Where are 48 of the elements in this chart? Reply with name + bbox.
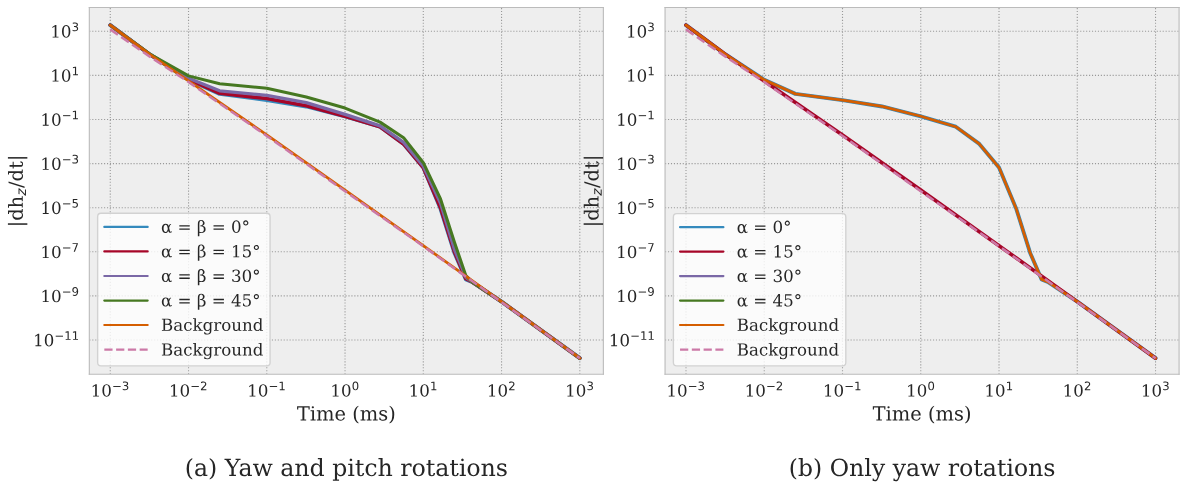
y-tick-label: 10$^{−11}$ bbox=[610, 331, 654, 347]
y-tick-label: 10$^{−9}$ bbox=[618, 287, 654, 303]
x-tick-label: 10$^{2}$ bbox=[488, 381, 515, 397]
x-tick-label: 10$^{2}$ bbox=[1064, 381, 1091, 397]
legend-label: α = β = 45° bbox=[161, 293, 259, 310]
y-tick-label: 10$^{−1}$ bbox=[618, 110, 654, 126]
x-axis-title: Time (ms) bbox=[297, 405, 395, 424]
x-tick-label: 10$^{−2}$ bbox=[746, 381, 783, 397]
y-tick-label: 10$^{−5}$ bbox=[42, 199, 78, 215]
x-tick-label: 10$^{1}$ bbox=[410, 381, 437, 397]
x-tick-label: 10$^{3}$ bbox=[1142, 381, 1169, 397]
y-tick-label: 10$^{−3}$ bbox=[42, 154, 79, 171]
x-tick-label: 10$^{0}$ bbox=[908, 381, 935, 397]
y-axis-title: |dh$_{z}$/dt| bbox=[583, 157, 604, 225]
text: (a) Yaw and pitch rotations bbox=[186, 458, 507, 481]
legend-label: α = 30° bbox=[737, 269, 801, 283]
x-tick-label: 10$^{−3}$ bbox=[668, 381, 705, 397]
legend-label: Background bbox=[161, 342, 263, 360]
legend-label: α = 45° bbox=[737, 294, 801, 307]
y-axis-title: |dh$_{z}$/dt| bbox=[7, 157, 28, 225]
y-tick-label: 10$^{3}$ bbox=[52, 22, 79, 38]
x-tick-label: 10$^{−1}$ bbox=[249, 381, 285, 397]
x-tick-label: 10$^{0}$ bbox=[332, 381, 359, 397]
legend-label: α = β = 0° bbox=[161, 219, 249, 237]
legend-label: Background bbox=[737, 342, 839, 360]
legend-label: Background bbox=[737, 318, 839, 335]
y-tick-label: 10$^{−9}$ bbox=[42, 287, 79, 303]
y-tick-label: 10$^{−3}$ bbox=[618, 154, 654, 171]
x-tick-label: 10$^{−3}$ bbox=[92, 381, 129, 397]
y-tick-label: 10$^{−7}$ bbox=[618, 243, 654, 259]
legend-label: α = β = 30° bbox=[161, 269, 259, 286]
x-tick-label: 10$^{1}$ bbox=[986, 381, 1013, 397]
text: (b) Only yaw rotations bbox=[790, 458, 1055, 482]
y-tick-label: 10$^{1}$ bbox=[52, 66, 78, 82]
y-tick-label: 10$^{−7}$ bbox=[42, 243, 78, 259]
x-axis-title: Time (ms) bbox=[872, 405, 970, 424]
legend-label: α = 0° bbox=[737, 220, 790, 234]
y-tick-label: 10$^{3}$ bbox=[628, 22, 654, 38]
legend-label: Background bbox=[161, 318, 263, 335]
legend-label: α = 15° bbox=[737, 245, 801, 258]
y-tick-label: 10$^{−5}$ bbox=[618, 199, 654, 215]
x-tick-label: 10$^{−1}$ bbox=[824, 381, 861, 397]
x-tick-label: 10$^{−2}$ bbox=[170, 381, 207, 397]
x-tick-label: 10$^{3}$ bbox=[567, 381, 593, 397]
y-tick-label: 10$^{−11}$ bbox=[35, 331, 79, 347]
legend-label: α = β = 15° bbox=[161, 244, 259, 261]
y-tick-label: 10$^{1}$ bbox=[628, 66, 654, 82]
y-tick-label: 10$^{−1}$ bbox=[42, 110, 78, 126]
